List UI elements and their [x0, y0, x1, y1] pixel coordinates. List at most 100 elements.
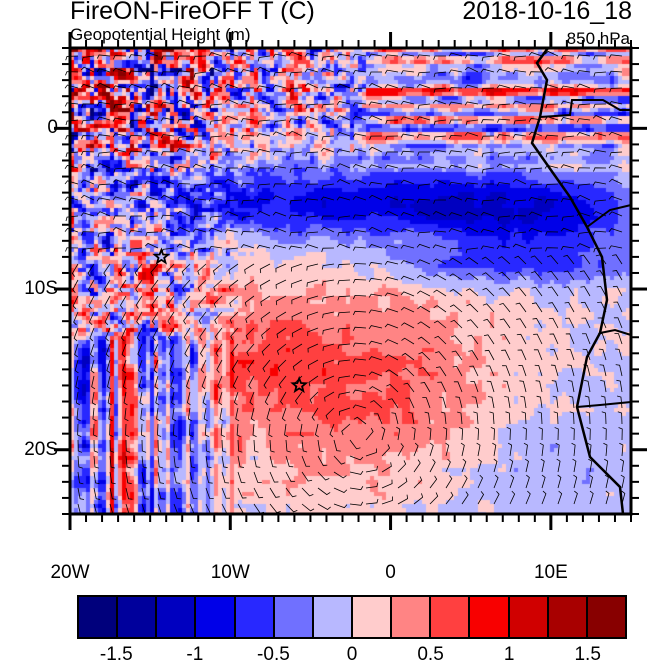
wind-barb — [294, 391, 303, 405]
wind-barb — [471, 396, 479, 409]
wind-barb — [81, 135, 95, 140]
wind-barb — [400, 212, 415, 217]
wind-barb — [577, 103, 591, 109]
wind-barb — [288, 51, 303, 57]
wind-barb — [476, 442, 481, 457]
wind-barb — [593, 103, 607, 109]
wind-barb — [88, 311, 95, 326]
wind-barb — [157, 471, 165, 484]
wind-barb — [619, 442, 624, 457]
wind-barb — [513, 55, 527, 61]
wind-barb — [120, 311, 127, 326]
wind-barb — [245, 327, 255, 340]
wind-barb — [160, 214, 175, 219]
wind-barb — [600, 379, 607, 393]
wind-barb — [167, 311, 175, 325]
wind-barb — [153, 359, 159, 374]
wind-barb — [325, 407, 335, 420]
wind-barb — [499, 302, 511, 313]
wind-barb — [544, 134, 559, 139]
wind-barb — [465, 119, 479, 126]
wind-barb — [413, 459, 421, 473]
wind-barb — [176, 226, 191, 233]
wind-barb — [481, 87, 495, 93]
wind-barb — [285, 455, 294, 468]
wind-barb — [401, 352, 415, 361]
wind-barb — [592, 149, 607, 154]
wind-barb — [545, 103, 559, 109]
wind-barb — [289, 71, 303, 77]
wind-barb — [592, 230, 607, 236]
map-frame — [68, 46, 633, 516]
wind-barb — [80, 83, 95, 89]
wind-barb — [124, 407, 129, 422]
wind-barb — [105, 327, 111, 342]
wind-barb — [285, 503, 298, 513]
wind-barb — [189, 487, 198, 500]
wind-barb — [289, 167, 303, 173]
wind-barb — [144, 165, 159, 170]
wind-barb — [528, 227, 543, 233]
wind-barb — [547, 286, 559, 297]
wind-barb — [261, 343, 271, 356]
wind-barb — [112, 196, 127, 201]
wind-barb — [460, 442, 465, 457]
wind-barb — [561, 55, 575, 60]
wind-barb — [413, 476, 423, 489]
wind-barb — [507, 442, 513, 457]
wind-barb — [433, 289, 447, 297]
wind-barb — [400, 116, 415, 121]
wind-barb — [433, 55, 447, 60]
wind-barb — [528, 211, 543, 217]
wind-barb — [337, 359, 351, 366]
wind-barb — [112, 117, 127, 122]
wind-barb — [445, 491, 454, 505]
wind-barb — [93, 471, 100, 485]
wind-barb — [397, 443, 404, 457]
wind-barb — [275, 295, 287, 306]
wind-barb — [429, 442, 434, 457]
wind-barb — [272, 165, 287, 171]
wind-barb — [417, 71, 431, 77]
wind-barb — [576, 131, 591, 137]
wind-barb — [560, 100, 575, 105]
wind-barb — [352, 214, 367, 219]
wind-barb — [96, 68, 111, 73]
wind-barb — [448, 69, 463, 74]
wind-barb — [384, 195, 399, 201]
wind-barb — [577, 231, 591, 238]
wind-barb — [576, 118, 591, 123]
wind-barb — [71, 263, 79, 277]
wind-barb — [181, 263, 191, 276]
wind-barb — [373, 413, 383, 425]
wind-barb — [320, 86, 335, 91]
wind-barb — [225, 151, 239, 156]
wind-barb — [465, 257, 479, 265]
wind-barb — [103, 279, 111, 293]
wind-barb — [122, 375, 127, 390]
wind-barb — [285, 487, 297, 498]
wind-barb — [320, 147, 335, 153]
wind-barb — [321, 55, 335, 62]
wind-barb — [556, 458, 561, 473]
wind-barb — [464, 54, 479, 59]
wind-barb — [269, 471, 279, 483]
wind-barb — [368, 325, 383, 330]
wind-barb — [529, 103, 543, 108]
wind-barb — [224, 178, 239, 185]
wind-barb — [608, 178, 623, 185]
wind-barb — [262, 359, 271, 373]
wind-barb — [517, 349, 527, 361]
wind-barb — [538, 427, 543, 441]
wind-barb — [448, 195, 463, 201]
wind-barb — [337, 311, 351, 317]
wind-barb — [307, 343, 319, 353]
wind-barb — [477, 491, 485, 505]
wind-barb — [275, 279, 287, 289]
wind-barb — [77, 439, 83, 453]
wind-barb — [509, 474, 515, 489]
wind-barb — [213, 279, 223, 292]
wind-barb — [80, 179, 95, 185]
wind-barb — [192, 115, 207, 121]
wind-barb — [464, 132, 479, 137]
